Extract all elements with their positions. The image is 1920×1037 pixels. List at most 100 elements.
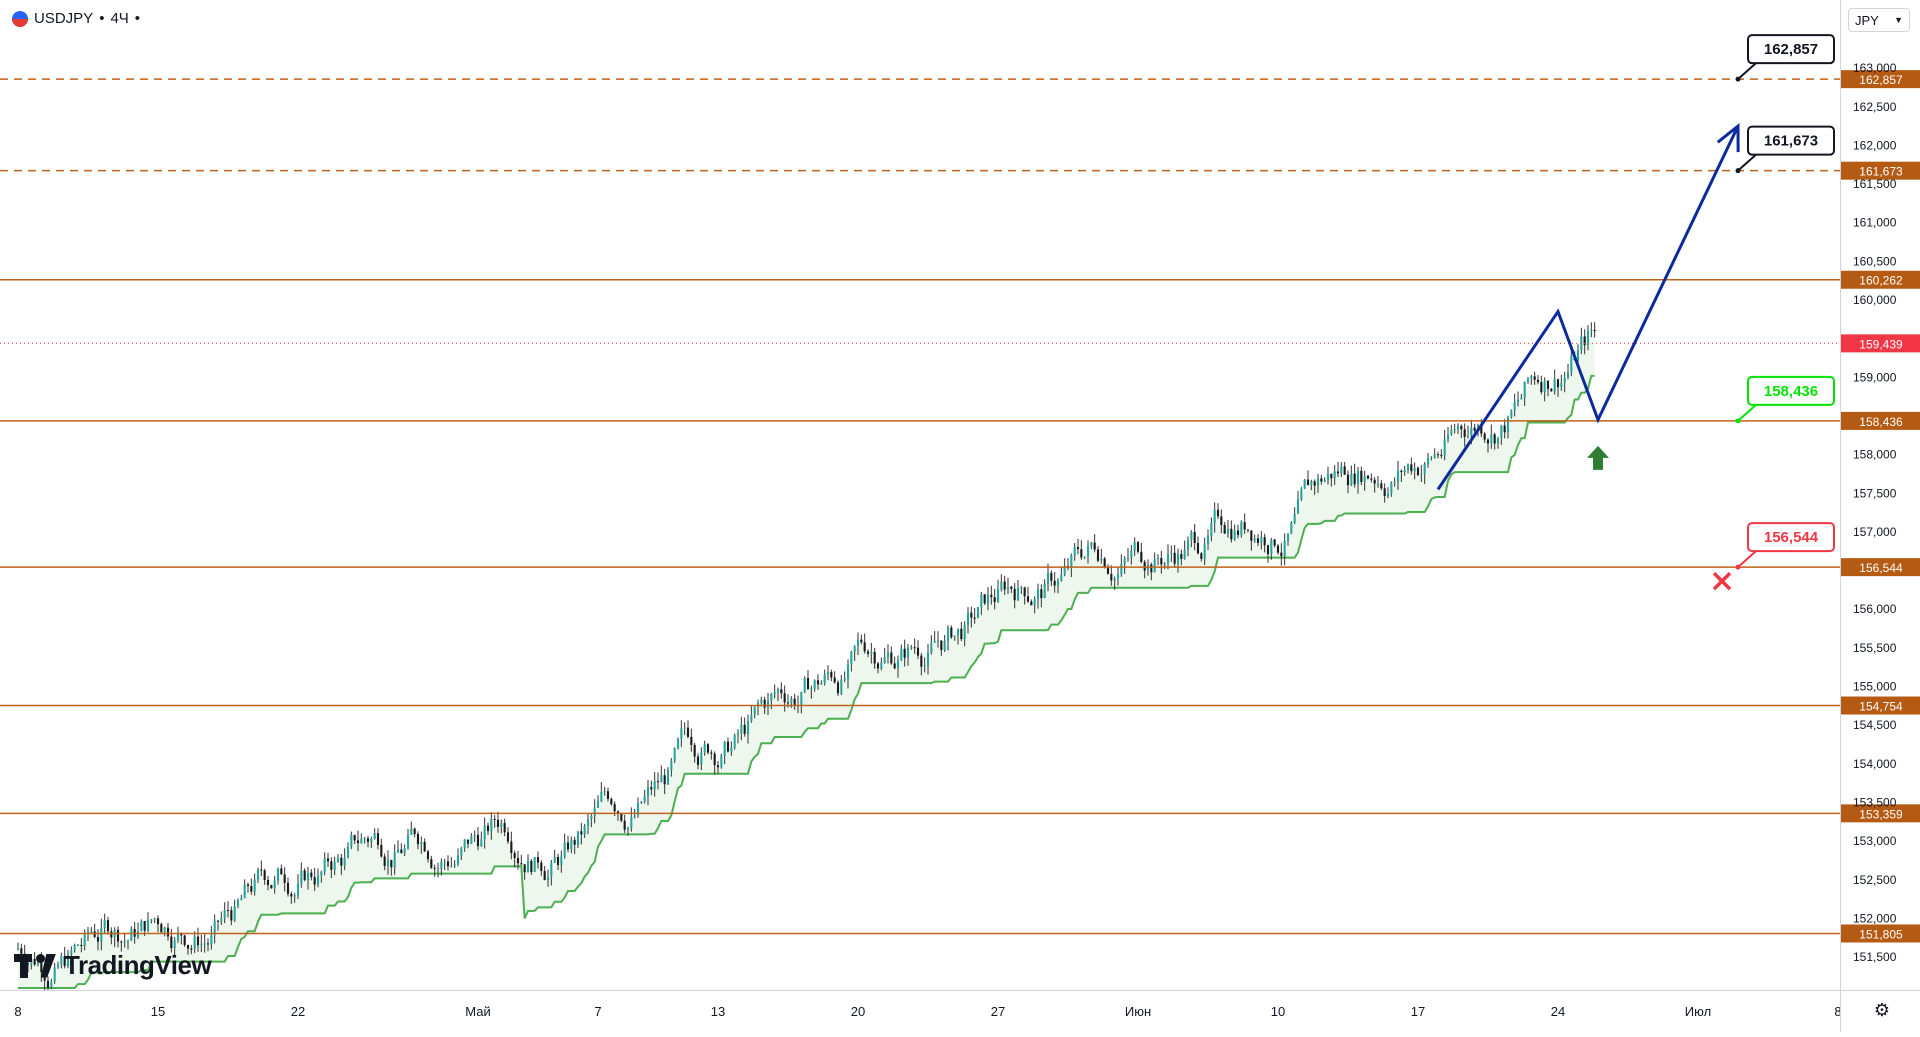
candle-body[interactable]	[1186, 540, 1190, 550]
candle-body[interactable]	[896, 660, 900, 669]
candle-body[interactable]	[166, 927, 170, 937]
candle-body[interactable]	[496, 819, 500, 827]
candle-body[interactable]	[833, 677, 836, 683]
candle-body[interactable]	[180, 933, 183, 936]
candle-body[interactable]	[210, 935, 213, 945]
callout-box[interactable]	[1747, 522, 1835, 553]
candle-body[interactable]	[1246, 529, 1250, 531]
candle-body[interactable]	[1413, 468, 1416, 472]
candle-body[interactable]	[1453, 429, 1456, 431]
candle-body[interactable]	[153, 918, 156, 920]
candle-body[interactable]	[1340, 466, 1343, 474]
candle-body[interactable]	[920, 655, 923, 667]
candle-body[interactable]	[313, 877, 316, 885]
candle-body[interactable]	[653, 781, 656, 790]
candle-body[interactable]	[826, 671, 830, 675]
candle-body[interactable]	[966, 612, 970, 625]
candle-body[interactable]	[1576, 350, 1580, 361]
candle-body[interactable]	[1206, 535, 1210, 545]
candle-body[interactable]	[1050, 572, 1053, 581]
candle-body[interactable]	[253, 879, 256, 892]
candle-body[interactable]	[366, 838, 370, 842]
candle-body[interactable]	[1016, 587, 1020, 601]
candle-body[interactable]	[490, 818, 493, 832]
candle-body[interactable]	[410, 828, 413, 835]
candle-body[interactable]	[520, 863, 523, 865]
candle-body[interactable]	[1560, 382, 1563, 388]
candle-body[interactable]	[856, 639, 860, 646]
candle-body[interactable]	[1326, 473, 1330, 481]
candle-body[interactable]	[296, 883, 300, 896]
candle-body[interactable]	[346, 846, 350, 858]
candle-body[interactable]	[420, 841, 423, 845]
candle-body[interactable]	[193, 936, 196, 949]
candle-body[interactable]	[1116, 574, 1120, 579]
candle-body[interactable]	[186, 944, 190, 949]
candle-body[interactable]	[203, 943, 206, 945]
candle-body[interactable]	[650, 787, 653, 790]
candle-body[interactable]	[716, 765, 720, 768]
candle-body[interactable]	[643, 796, 646, 802]
candle-body[interactable]	[1140, 551, 1143, 562]
candle-body[interactable]	[893, 663, 896, 669]
candle-body[interactable]	[310, 872, 313, 878]
candle-body[interactable]	[1350, 473, 1353, 486]
candle-body[interactable]	[1406, 464, 1410, 470]
candle-body[interactable]	[1386, 493, 1390, 496]
candle-body[interactable]	[930, 642, 933, 653]
candle-body[interactable]	[810, 688, 813, 690]
candle-body[interactable]	[1456, 425, 1460, 430]
candle-body[interactable]	[1310, 481, 1313, 486]
candle-body[interactable]	[613, 804, 616, 812]
candle-body[interactable]	[850, 651, 853, 665]
candle-body[interactable]	[63, 956, 66, 966]
candle-body[interactable]	[1483, 433, 1486, 440]
candle-body[interactable]	[1126, 557, 1130, 559]
candle-body[interactable]	[1123, 558, 1126, 564]
candle-body[interactable]	[1160, 558, 1163, 565]
candle-body[interactable]	[1536, 379, 1540, 383]
candle-body[interactable]	[50, 981, 53, 988]
candle-body[interactable]	[90, 931, 93, 933]
candle-body[interactable]	[363, 838, 366, 840]
candle-body[interactable]	[370, 838, 373, 842]
candle-body[interactable]	[263, 870, 266, 880]
candle-body[interactable]	[60, 956, 63, 965]
candle-body[interactable]	[1020, 587, 1023, 589]
candle-body[interactable]	[1243, 522, 1246, 530]
candle-body[interactable]	[890, 652, 893, 664]
candle-body[interactable]	[1263, 537, 1266, 546]
candle-body[interactable]	[1133, 542, 1136, 551]
candle-body[interactable]	[880, 662, 883, 669]
candle-body[interactable]	[576, 831, 580, 845]
candle-body[interactable]	[1270, 539, 1273, 555]
candle-body[interactable]	[236, 900, 240, 907]
candle-body[interactable]	[1436, 454, 1440, 456]
candle-body[interactable]	[1070, 555, 1073, 568]
forecast-path[interactable]	[1436, 125, 1740, 491]
candle-body[interactable]	[416, 833, 420, 845]
candle-body[interactable]	[793, 698, 796, 706]
candle-body[interactable]	[1010, 586, 1013, 589]
candle-body[interactable]	[176, 933, 180, 941]
candle-body[interactable]	[513, 853, 516, 859]
candle-body[interactable]	[1460, 425, 1463, 430]
candle-body[interactable]	[593, 807, 596, 816]
candle-body[interactable]	[550, 862, 553, 877]
candle-body[interactable]	[146, 920, 150, 931]
candle-body[interactable]	[1266, 545, 1270, 555]
candle-body[interactable]	[376, 833, 380, 845]
candle-body[interactable]	[1256, 538, 1260, 543]
candle-body[interactable]	[1366, 475, 1370, 479]
candle-body[interactable]	[843, 678, 846, 680]
candle-body[interactable]	[1306, 479, 1310, 486]
candle-body[interactable]	[1250, 530, 1253, 541]
candle-body[interactable]	[1003, 581, 1006, 590]
candle-body[interactable]	[646, 787, 650, 797]
candle-body[interactable]	[543, 870, 546, 880]
candle-body[interactable]	[870, 651, 873, 654]
candle-body[interactable]	[1063, 566, 1066, 575]
candle-body[interactable]	[873, 651, 876, 664]
candle-body[interactable]	[116, 929, 120, 942]
candle-body[interactable]	[1300, 488, 1303, 500]
